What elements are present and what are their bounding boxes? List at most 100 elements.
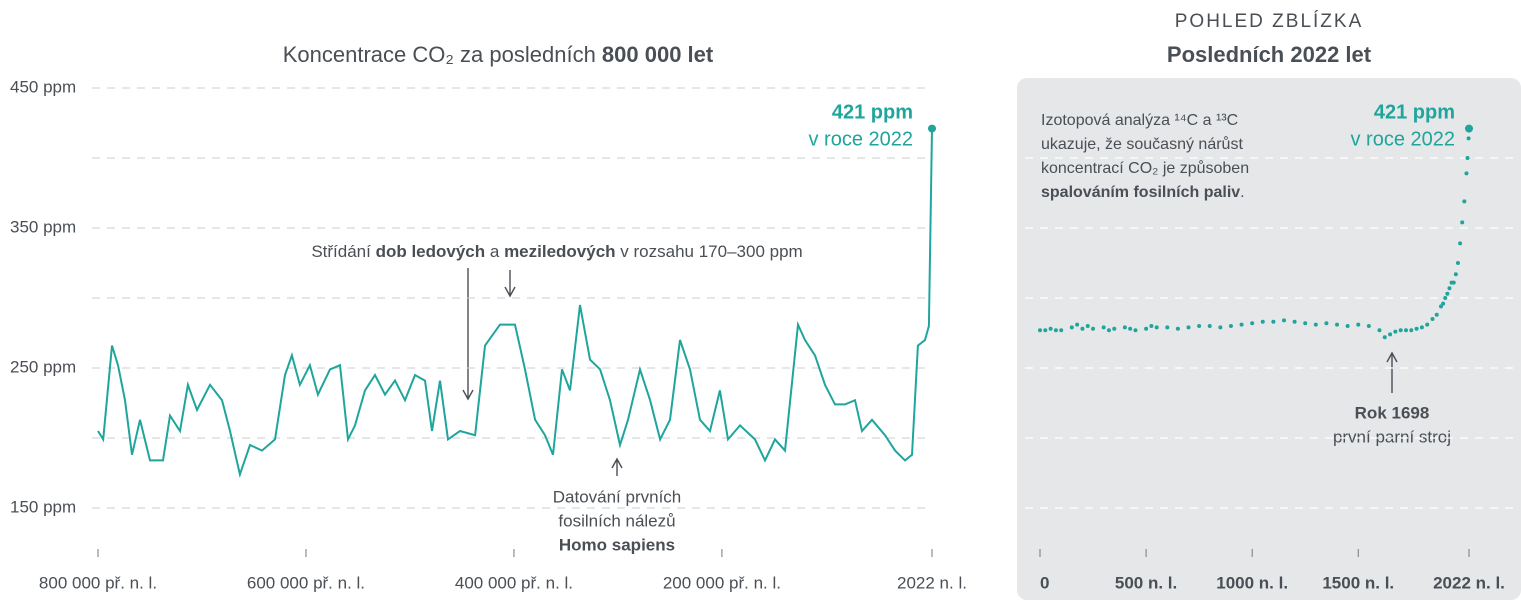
dot	[1445, 291, 1450, 296]
dot	[1366, 324, 1371, 328]
x-tick-label: 2022 n. l.	[1433, 573, 1505, 592]
dot	[1228, 324, 1233, 328]
dot	[1303, 321, 1308, 326]
annotation: Homo sapiens	[559, 535, 675, 554]
arrow	[1386, 351, 1398, 393]
annotation: fosilních nálezů	[558, 511, 675, 530]
dot	[1144, 326, 1149, 331]
dot	[1460, 220, 1465, 225]
text-part: a	[485, 242, 504, 261]
annotation: Datování prvních	[553, 487, 682, 506]
dot	[1175, 326, 1180, 331]
dot	[1465, 156, 1470, 160]
dot	[1043, 328, 1048, 333]
dot	[1430, 317, 1435, 321]
dot	[1313, 322, 1318, 327]
dot	[1382, 335, 1387, 340]
dot	[1292, 319, 1297, 324]
x-tick-label: 500 n. l.	[1115, 573, 1177, 592]
note: Izotopová analýza ¹⁴C a ¹³C	[1041, 112, 1238, 129]
y-tick-label: 350 ppm	[10, 217, 76, 236]
dot	[1458, 241, 1463, 246]
arrow	[462, 268, 474, 401]
dot	[1324, 321, 1329, 326]
dot	[1271, 319, 1276, 324]
end-note: v roce 2022	[1350, 128, 1455, 150]
dot	[1053, 328, 1058, 333]
dot	[1335, 322, 1340, 327]
dot	[1441, 301, 1446, 306]
zoom-panel	[1017, 78, 1521, 600]
dot	[1409, 328, 1414, 333]
chart-title: Posledních 2022 let	[1167, 42, 1372, 67]
dot	[1197, 324, 1202, 328]
note: ukazuje, že současný nárůst	[1041, 135, 1243, 153]
dot	[1080, 326, 1085, 331]
kicker: POHLED ZBLÍZKA	[1175, 11, 1364, 32]
note-bold: spalováním fosilních paliv	[1041, 184, 1240, 201]
dot	[1075, 322, 1080, 327]
dot	[1186, 325, 1191, 330]
dot	[1447, 286, 1452, 291]
text-part: v rozsahu 170–300 ppm	[616, 242, 803, 261]
arrow	[504, 270, 516, 298]
note: koncentrací CO₂ je způsoben	[1041, 159, 1249, 177]
x-tick-label: 1500 n. l.	[1322, 573, 1394, 592]
text-part: meziledových	[504, 242, 616, 261]
dot	[1414, 326, 1419, 331]
y-tick-label: 150 ppm	[10, 497, 76, 516]
dot	[1048, 326, 1053, 331]
dot	[1038, 328, 1042, 333]
dot	[1388, 332, 1393, 337]
dot	[1455, 261, 1460, 265]
dot	[1122, 325, 1127, 330]
chart-title: Koncentrace CO₂ za posledních 800 000 le…	[283, 42, 714, 67]
event-label: Rok 1698	[1355, 403, 1430, 422]
x-tick-label: 2022 n. l.	[897, 573, 967, 592]
line	[97, 128, 933, 479]
dot	[1091, 326, 1096, 331]
end-point	[928, 124, 936, 133]
dot	[1059, 328, 1064, 333]
dot	[1466, 136, 1471, 141]
dot	[1101, 325, 1106, 330]
note-end: .	[1240, 184, 1244, 201]
end-note: v roce 2022	[808, 128, 913, 150]
dot	[1425, 322, 1430, 327]
event-note: první parní stroj	[1333, 427, 1451, 446]
dot	[1281, 318, 1286, 323]
dot	[1393, 329, 1398, 334]
dot	[1443, 296, 1448, 300]
dot	[1398, 328, 1403, 333]
x-tick-label: 800 000 př. n. l.	[39, 573, 157, 592]
dot	[1165, 325, 1170, 330]
dot	[1403, 328, 1408, 333]
dot	[1112, 326, 1117, 331]
dot	[1356, 322, 1361, 327]
text-part: Střídání	[311, 242, 375, 261]
dot	[1250, 321, 1255, 326]
x-tick-label: 0	[1040, 573, 1049, 592]
end-label: 421 ppm	[832, 101, 913, 123]
x-tick-label: 400 000 př. n. l.	[455, 573, 573, 592]
dot	[1207, 324, 1212, 328]
dot	[1451, 280, 1456, 285]
dot	[1239, 322, 1244, 327]
x-tick-label: 1000 n. l.	[1216, 573, 1288, 592]
dot	[1149, 324, 1154, 328]
dot	[1438, 304, 1443, 309]
dot	[1069, 325, 1074, 330]
y-tick-label: 250 ppm	[10, 357, 76, 376]
text-part: 800 000 let	[602, 42, 714, 67]
dot	[1345, 324, 1350, 328]
dot	[1434, 312, 1439, 317]
dot	[1218, 325, 1223, 330]
dot	[1128, 326, 1133, 331]
text-part: dob ledových	[376, 242, 486, 261]
text-part: Koncentrace CO₂ za posledních	[283, 42, 602, 67]
annotation: Střídání dob ledových a meziledových v r…	[311, 242, 802, 261]
dot	[1260, 319, 1265, 324]
dot	[1106, 328, 1111, 333]
dot	[1464, 171, 1469, 176]
